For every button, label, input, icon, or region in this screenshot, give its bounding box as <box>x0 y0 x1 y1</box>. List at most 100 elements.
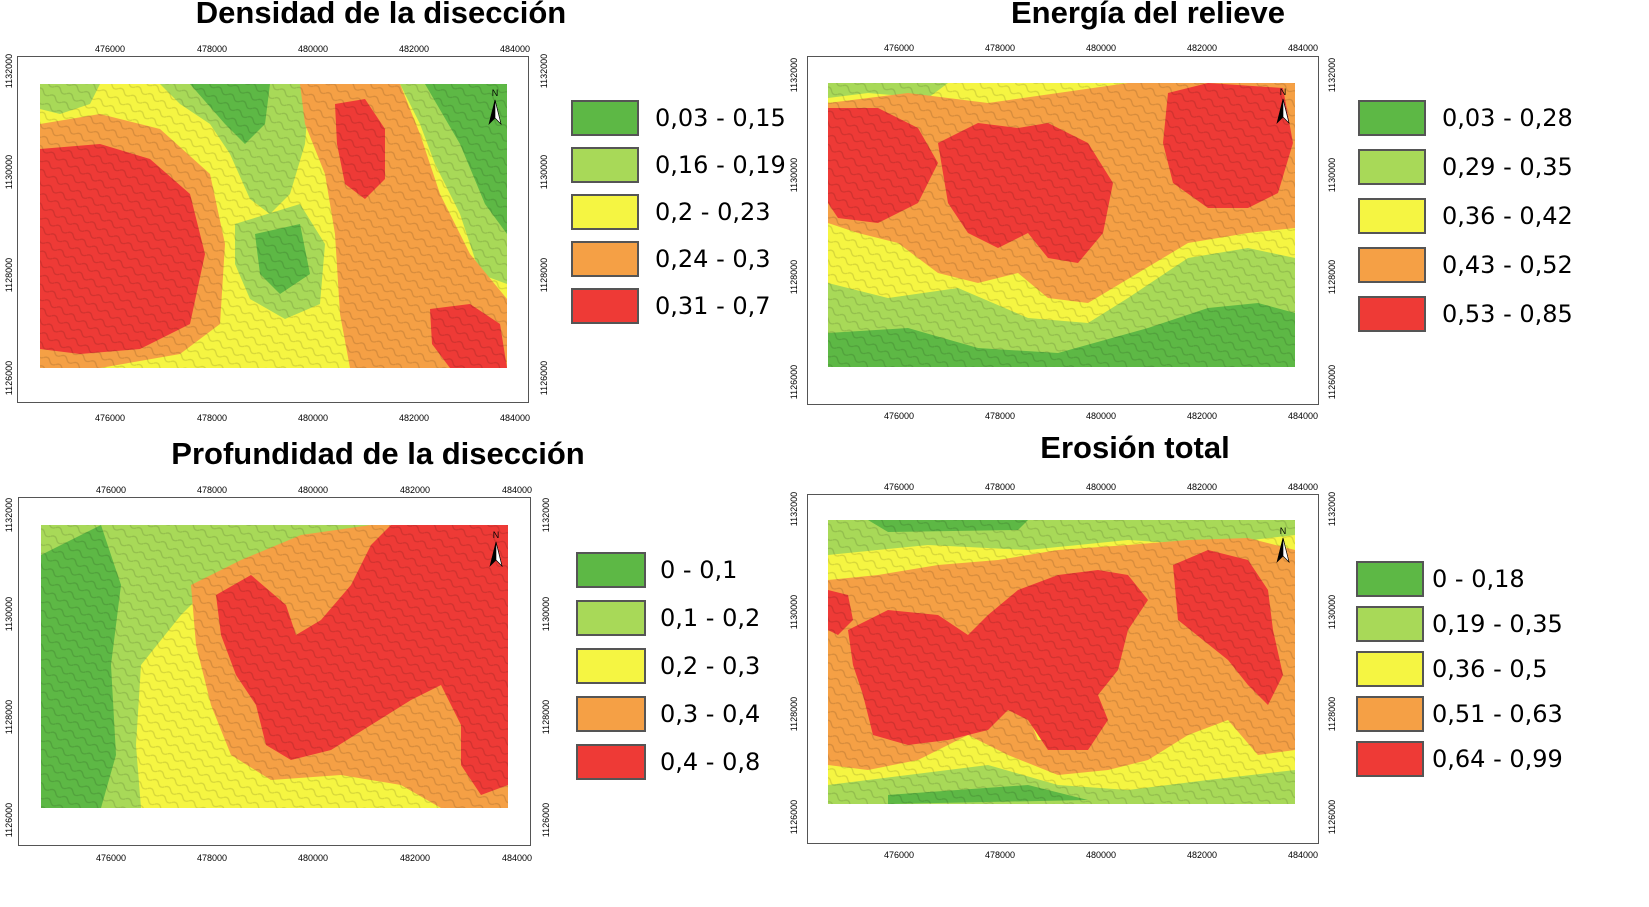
y-tick: 1130000 <box>4 154 14 190</box>
y-tick: 1130000 <box>1327 594 1337 630</box>
legend-label: 0,51 - 0,63 <box>1432 700 1563 728</box>
x-tick: 482000 <box>398 413 430 423</box>
legend-swatch <box>576 600 646 636</box>
y-tick: 1130000 <box>789 594 799 630</box>
y-tick: 1132000 <box>1327 491 1337 527</box>
y-tick: 1128000 <box>541 699 551 735</box>
legend-label: 0 - 0,18 <box>1432 565 1525 593</box>
panel-energia: Energía del relieve 476000 478000 480000… <box>789 0 1614 453</box>
x-tick: 478000 <box>196 44 228 54</box>
legend-label: 0,36 - 0,5 <box>1432 655 1548 683</box>
legend-label: 0,3 - 0,4 <box>660 700 761 728</box>
legend-swatch <box>1356 561 1424 597</box>
y-tick: 1128000 <box>4 699 14 735</box>
legend-label: 0,29 - 0,35 <box>1442 153 1573 181</box>
legend-label: 0,53 - 0,85 <box>1442 300 1573 328</box>
north-label: N <box>492 88 499 98</box>
y-tick: 1132000 <box>541 497 551 533</box>
x-tick: 478000 <box>196 853 228 863</box>
x-tick: 478000 <box>984 411 1016 421</box>
legend-label: 0,03 - 0,15 <box>655 104 786 132</box>
x-tick: 478000 <box>984 482 1016 492</box>
choropleth-map <box>41 525 508 808</box>
legend-label: 0 - 0,1 <box>660 556 738 584</box>
x-tick: 484000 <box>499 44 531 54</box>
panel-profundidad: Profundidad de la disección 476000 47800… <box>0 436 824 893</box>
y-tick: 1130000 <box>541 596 551 632</box>
legend-swatch <box>571 241 639 277</box>
legend-swatch <box>576 744 646 780</box>
y-tick: 1130000 <box>539 154 549 190</box>
x-tick: 476000 <box>883 411 915 421</box>
panel-erosion: Erosión total 476000 478000 480000 48200… <box>789 430 1614 893</box>
x-tick: 478000 <box>196 413 228 423</box>
legend-label: 0,03 - 0,28 <box>1442 104 1573 132</box>
legend-label: 0,43 - 0,52 <box>1442 251 1573 279</box>
x-tick: 478000 <box>984 850 1016 860</box>
x-tick: 484000 <box>501 485 533 495</box>
north-label: N <box>1280 526 1287 536</box>
x-tick: 478000 <box>196 485 228 495</box>
north-arrow-icon: N <box>485 86 505 126</box>
x-tick: 484000 <box>501 853 533 863</box>
x-tick: 482000 <box>1186 43 1218 53</box>
x-tick: 480000 <box>297 853 329 863</box>
legend-swatch <box>1358 149 1426 185</box>
x-tick: 476000 <box>883 850 915 860</box>
legend-label: 0,31 - 0,7 <box>655 292 771 320</box>
y-tick: 1132000 <box>4 53 14 89</box>
y-tick: 1126000 <box>1327 799 1337 835</box>
x-tick: 484000 <box>499 413 531 423</box>
legend-swatch <box>1356 606 1424 642</box>
y-tick: 1132000 <box>1327 57 1337 93</box>
legend-swatch <box>1358 100 1426 136</box>
legend-label: 0,64 - 0,99 <box>1432 745 1563 773</box>
north-label: N <box>1280 87 1287 97</box>
y-tick: 1128000 <box>4 257 14 293</box>
y-tick: 1132000 <box>789 57 799 93</box>
legend-swatch <box>1356 696 1424 732</box>
x-tick: 482000 <box>398 44 430 54</box>
north-arrow-icon: N <box>486 528 506 568</box>
x-tick: 484000 <box>1287 411 1319 421</box>
y-tick: 1130000 <box>1327 157 1337 193</box>
legend-label: 0,2 - 0,23 <box>655 198 771 226</box>
legend-swatch <box>576 552 646 588</box>
y-tick: 1128000 <box>1327 696 1337 732</box>
y-tick: 1126000 <box>1327 364 1337 400</box>
x-tick: 480000 <box>1085 43 1117 53</box>
legend-label: 0,16 - 0,19 <box>655 151 786 179</box>
y-tick: 1130000 <box>789 157 799 193</box>
y-tick: 1126000 <box>789 364 799 400</box>
x-tick: 482000 <box>1186 411 1218 421</box>
x-tick: 476000 <box>95 853 127 863</box>
legend-label: 0,4 - 0,8 <box>660 748 761 776</box>
x-tick: 482000 <box>1186 482 1218 492</box>
y-tick: 1128000 <box>539 257 549 293</box>
x-tick: 484000 <box>1287 482 1319 492</box>
choropleth-map <box>828 83 1295 367</box>
panel-densidad: Densidad de la disección 476000 478000 4… <box>0 0 824 453</box>
legend-swatch <box>571 288 639 324</box>
x-tick: 476000 <box>883 482 915 492</box>
legend-label: 0,1 - 0,2 <box>660 604 761 632</box>
x-tick: 484000 <box>1287 850 1319 860</box>
x-tick: 480000 <box>297 485 329 495</box>
legend-swatch <box>571 100 639 136</box>
panel-title: Energía del relieve <box>1011 0 1285 30</box>
y-tick: 1132000 <box>789 491 799 527</box>
legend-swatch <box>1356 651 1424 687</box>
x-tick: 480000 <box>1085 850 1117 860</box>
panel-title: Erosión total <box>1040 430 1230 465</box>
legend-label: 0,19 - 0,35 <box>1432 610 1563 638</box>
choropleth-map <box>828 520 1295 804</box>
x-tick: 480000 <box>297 413 329 423</box>
y-tick: 1126000 <box>539 360 549 396</box>
panel-title: Densidad de la disección <box>195 0 567 30</box>
legend-label: 0,24 - 0,3 <box>655 245 771 273</box>
legend-swatch <box>1358 198 1426 234</box>
x-tick: 480000 <box>1085 411 1117 421</box>
legend-swatch <box>571 147 639 183</box>
legend-label: 0,2 - 0,3 <box>660 652 761 680</box>
x-tick: 476000 <box>94 44 126 54</box>
